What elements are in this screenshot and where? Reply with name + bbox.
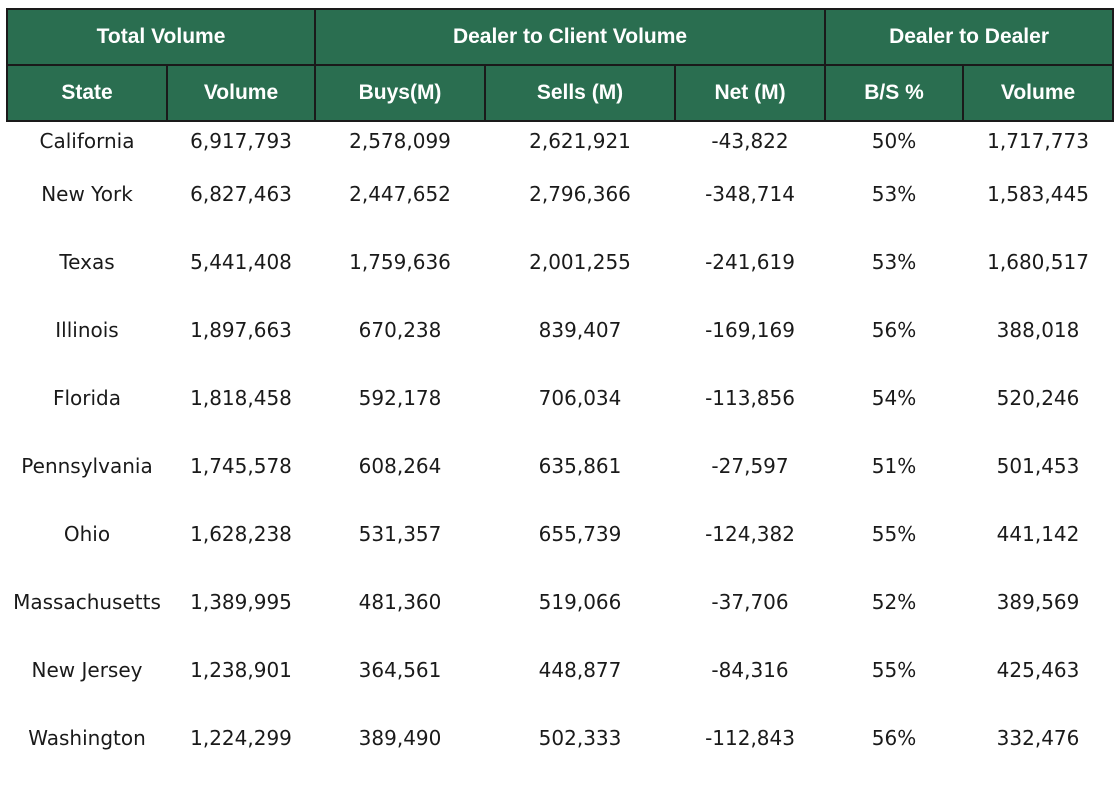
net-cell: -37,706 — [711, 590, 789, 614]
group-header-total-volume: Total Volume — [5, 8, 317, 66]
dd-volume-cell: 425,463 — [996, 658, 1080, 682]
column-header-total-volume: Volume — [165, 64, 317, 122]
table-header: Total Volume Dealer to Client Volume Dea… — [5, 8, 1115, 122]
bs-pct-cell: 55% — [871, 522, 917, 546]
bs-pct-cell: 52% — [871, 590, 917, 614]
net-cell: -112,843 — [705, 726, 795, 750]
column-header-state: State — [6, 64, 168, 122]
buys-cell: 1,759,636 — [349, 250, 451, 274]
buys-cell: 592,178 — [358, 386, 442, 410]
dd-volume-cell: 388,018 — [996, 318, 1080, 342]
sells-cell: 706,034 — [538, 386, 622, 410]
total-volume-cell: 1,238,901 — [190, 658, 292, 682]
total-volume-cell: 1,897,663 — [190, 318, 292, 342]
dd-volume-cell: 332,476 — [996, 726, 1080, 750]
column-header-net: Net (M) — [674, 64, 827, 122]
total-volume-cell: 1,224,299 — [190, 726, 292, 750]
buys-cell: 670,238 — [358, 318, 442, 342]
bs-pct-cell: 53% — [871, 182, 917, 206]
total-volume-cell: 5,441,408 — [190, 250, 292, 274]
buys-cell: 481,360 — [358, 590, 442, 614]
sells-cell: 502,333 — [538, 726, 622, 750]
state-volume-table: Total Volume Dealer to Client Volume Dea… — [5, 8, 1115, 772]
table-row: Massachusetts 1,389,995 481,360 519,066 -37,… — [7, 568, 1113, 636]
group-header-dealer-to-client: Dealer to Client Volume — [314, 8, 827, 66]
dd-volume-cell: 1,680,517 — [987, 250, 1089, 274]
sells-cell: 2,001,255 — [529, 250, 631, 274]
state-cell: Illinois — [55, 318, 119, 342]
sells-cell: 655,739 — [538, 522, 622, 546]
table-row: Texas 5,441,408 1,759,636 2,001,255 -241,619… — [7, 228, 1113, 296]
column-header-row: State Volume Buys(M) Sells (M) Net (M) B… — [6, 64, 1115, 122]
bs-pct-cell: 56% — [871, 726, 917, 750]
table-row: New Jersey 1,238,901 364,561 448,877 -84,316… — [7, 636, 1113, 704]
net-cell: -169,169 — [705, 318, 795, 342]
dd-volume-cell: 1,583,445 — [987, 182, 1089, 206]
column-header-bs-pct: B/S % — [824, 64, 965, 122]
state-cell: Ohio — [63, 522, 111, 546]
dd-volume-cell: 389,569 — [996, 590, 1080, 614]
column-header-sells: Sells (M) — [484, 64, 677, 122]
buys-cell: 389,490 — [358, 726, 442, 750]
state-cell: Washington — [28, 726, 146, 750]
state-cell: New Jersey — [31, 658, 143, 682]
dd-volume-cell: 1,717,773 — [987, 129, 1089, 153]
total-volume-cell: 1,389,995 — [190, 590, 292, 614]
total-volume-cell: 6,827,463 — [190, 182, 292, 206]
bs-pct-cell: 53% — [871, 250, 917, 274]
buys-cell: 2,578,099 — [349, 129, 451, 153]
state-cell: Pennsylvania — [21, 454, 153, 478]
bs-pct-cell: 56% — [871, 318, 917, 342]
state-cell: Florida — [52, 386, 122, 410]
column-header-buys: Buys(M) — [314, 64, 487, 122]
sells-cell: 2,621,921 — [529, 129, 631, 153]
total-volume-cell: 6,917,793 — [190, 129, 292, 153]
bs-pct-cell: 55% — [871, 658, 917, 682]
group-header-dealer-to-dealer: Dealer to Dealer — [824, 8, 1115, 66]
sells-cell: 635,861 — [538, 454, 622, 478]
net-cell: -27,597 — [711, 454, 789, 478]
sells-cell: 519,066 — [538, 590, 622, 614]
state-cell: New York — [41, 182, 133, 206]
sells-cell: 2,796,366 — [529, 182, 631, 206]
buys-cell: 364,561 — [358, 658, 442, 682]
buys-cell: 2,447,652 — [349, 182, 451, 206]
table-row: Washington 1,224,299 389,490 502,333 -112,84… — [7, 704, 1113, 772]
table-row: Ohio 1,628,238 531,357 655,739 -124,382 55% 44… — [7, 500, 1113, 568]
total-volume-cell: 1,818,458 — [190, 386, 292, 410]
table-row: California 6,917,793 2,578,099 2,621,921 -43… — [7, 121, 1113, 160]
bs-pct-cell: 50% — [871, 129, 917, 153]
table-row: Florida 1,818,458 592,178 706,034 -113,856 54… — [7, 364, 1113, 432]
sells-cell: 839,407 — [538, 318, 622, 342]
total-volume-cell: 1,745,578 — [190, 454, 292, 478]
table-body: California 6,917,793 2,578,099 2,621,921 -43… — [7, 121, 1113, 772]
bs-pct-cell: 51% — [871, 454, 917, 478]
buys-cell: 531,357 — [358, 522, 442, 546]
column-header-dd-volume: Volume — [962, 64, 1115, 122]
buys-cell: 608,264 — [358, 454, 442, 478]
sells-cell: 448,877 — [538, 658, 622, 682]
total-volume-cell: 1,628,238 — [190, 522, 292, 546]
net-cell: -348,714 — [705, 182, 795, 206]
net-cell: -113,856 — [705, 386, 795, 410]
dd-volume-cell: 520,246 — [996, 386, 1080, 410]
table-row: New York 6,827,463 2,447,652 2,796,366 -348,… — [7, 160, 1113, 228]
net-cell: -124,382 — [705, 522, 795, 546]
bs-pct-cell: 54% — [871, 386, 917, 410]
net-cell: -43,822 — [711, 129, 789, 153]
table-row: Pennsylvania 1,745,578 608,264 635,861 -27,5… — [7, 432, 1113, 500]
dd-volume-cell: 441,142 — [996, 522, 1080, 546]
dd-volume-cell: 501,453 — [996, 454, 1080, 478]
group-header-row: Total Volume Dealer to Client Volume Dea… — [5, 8, 1115, 66]
net-cell: -241,619 — [705, 250, 795, 274]
state-cell: California — [39, 129, 135, 153]
table-row: Illinois 1,897,663 670,238 839,407 -169,169 5… — [7, 296, 1113, 364]
state-cell: Texas — [59, 250, 115, 274]
state-cell: Massachusetts — [13, 590, 161, 614]
net-cell: -84,316 — [711, 658, 789, 682]
